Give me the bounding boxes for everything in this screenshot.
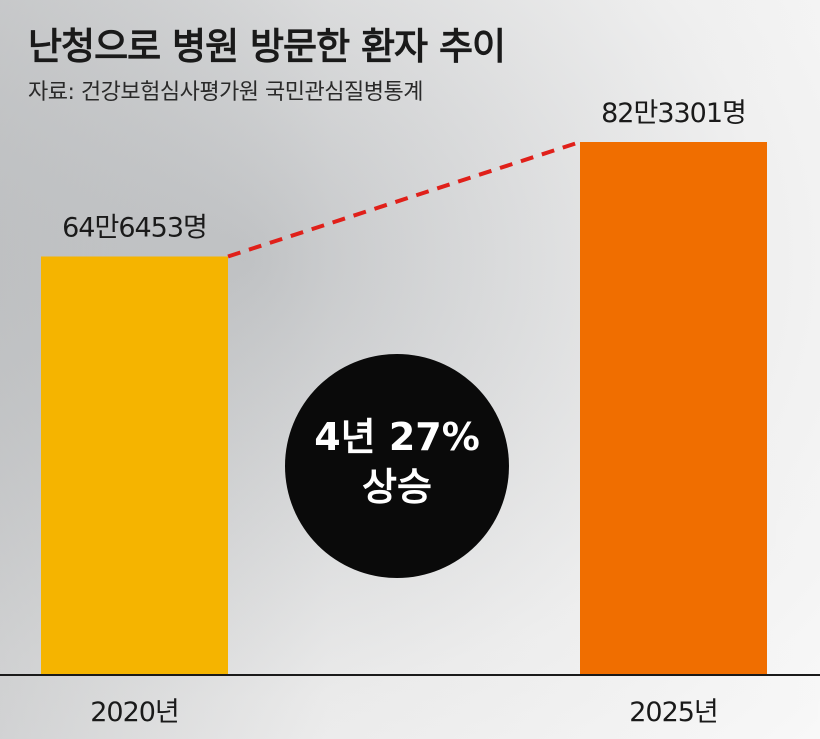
- bar-0: [41, 256, 228, 675]
- change-badge: 4년 27% 상승: [285, 354, 509, 578]
- x-tick-label-1: 2025년: [629, 697, 718, 728]
- change-badge-line1: 4년 27%: [314, 415, 480, 459]
- chart-source: 자료: 건강보험심사평가원 국민관심질병통계: [28, 80, 423, 105]
- bar-value-label-0: 64만6453명: [62, 212, 207, 243]
- bar-value-label-1: 82만3301명: [601, 98, 746, 129]
- change-connector-line: [227, 140, 581, 259]
- change-badge-circle: [285, 354, 509, 578]
- chart-title: 난청으로 병원 방문한 환자 추이: [28, 25, 506, 68]
- bar-1: [580, 142, 767, 675]
- change-badge-line2: 상승: [362, 465, 432, 509]
- x-tick-label-0: 2020년: [90, 697, 179, 728]
